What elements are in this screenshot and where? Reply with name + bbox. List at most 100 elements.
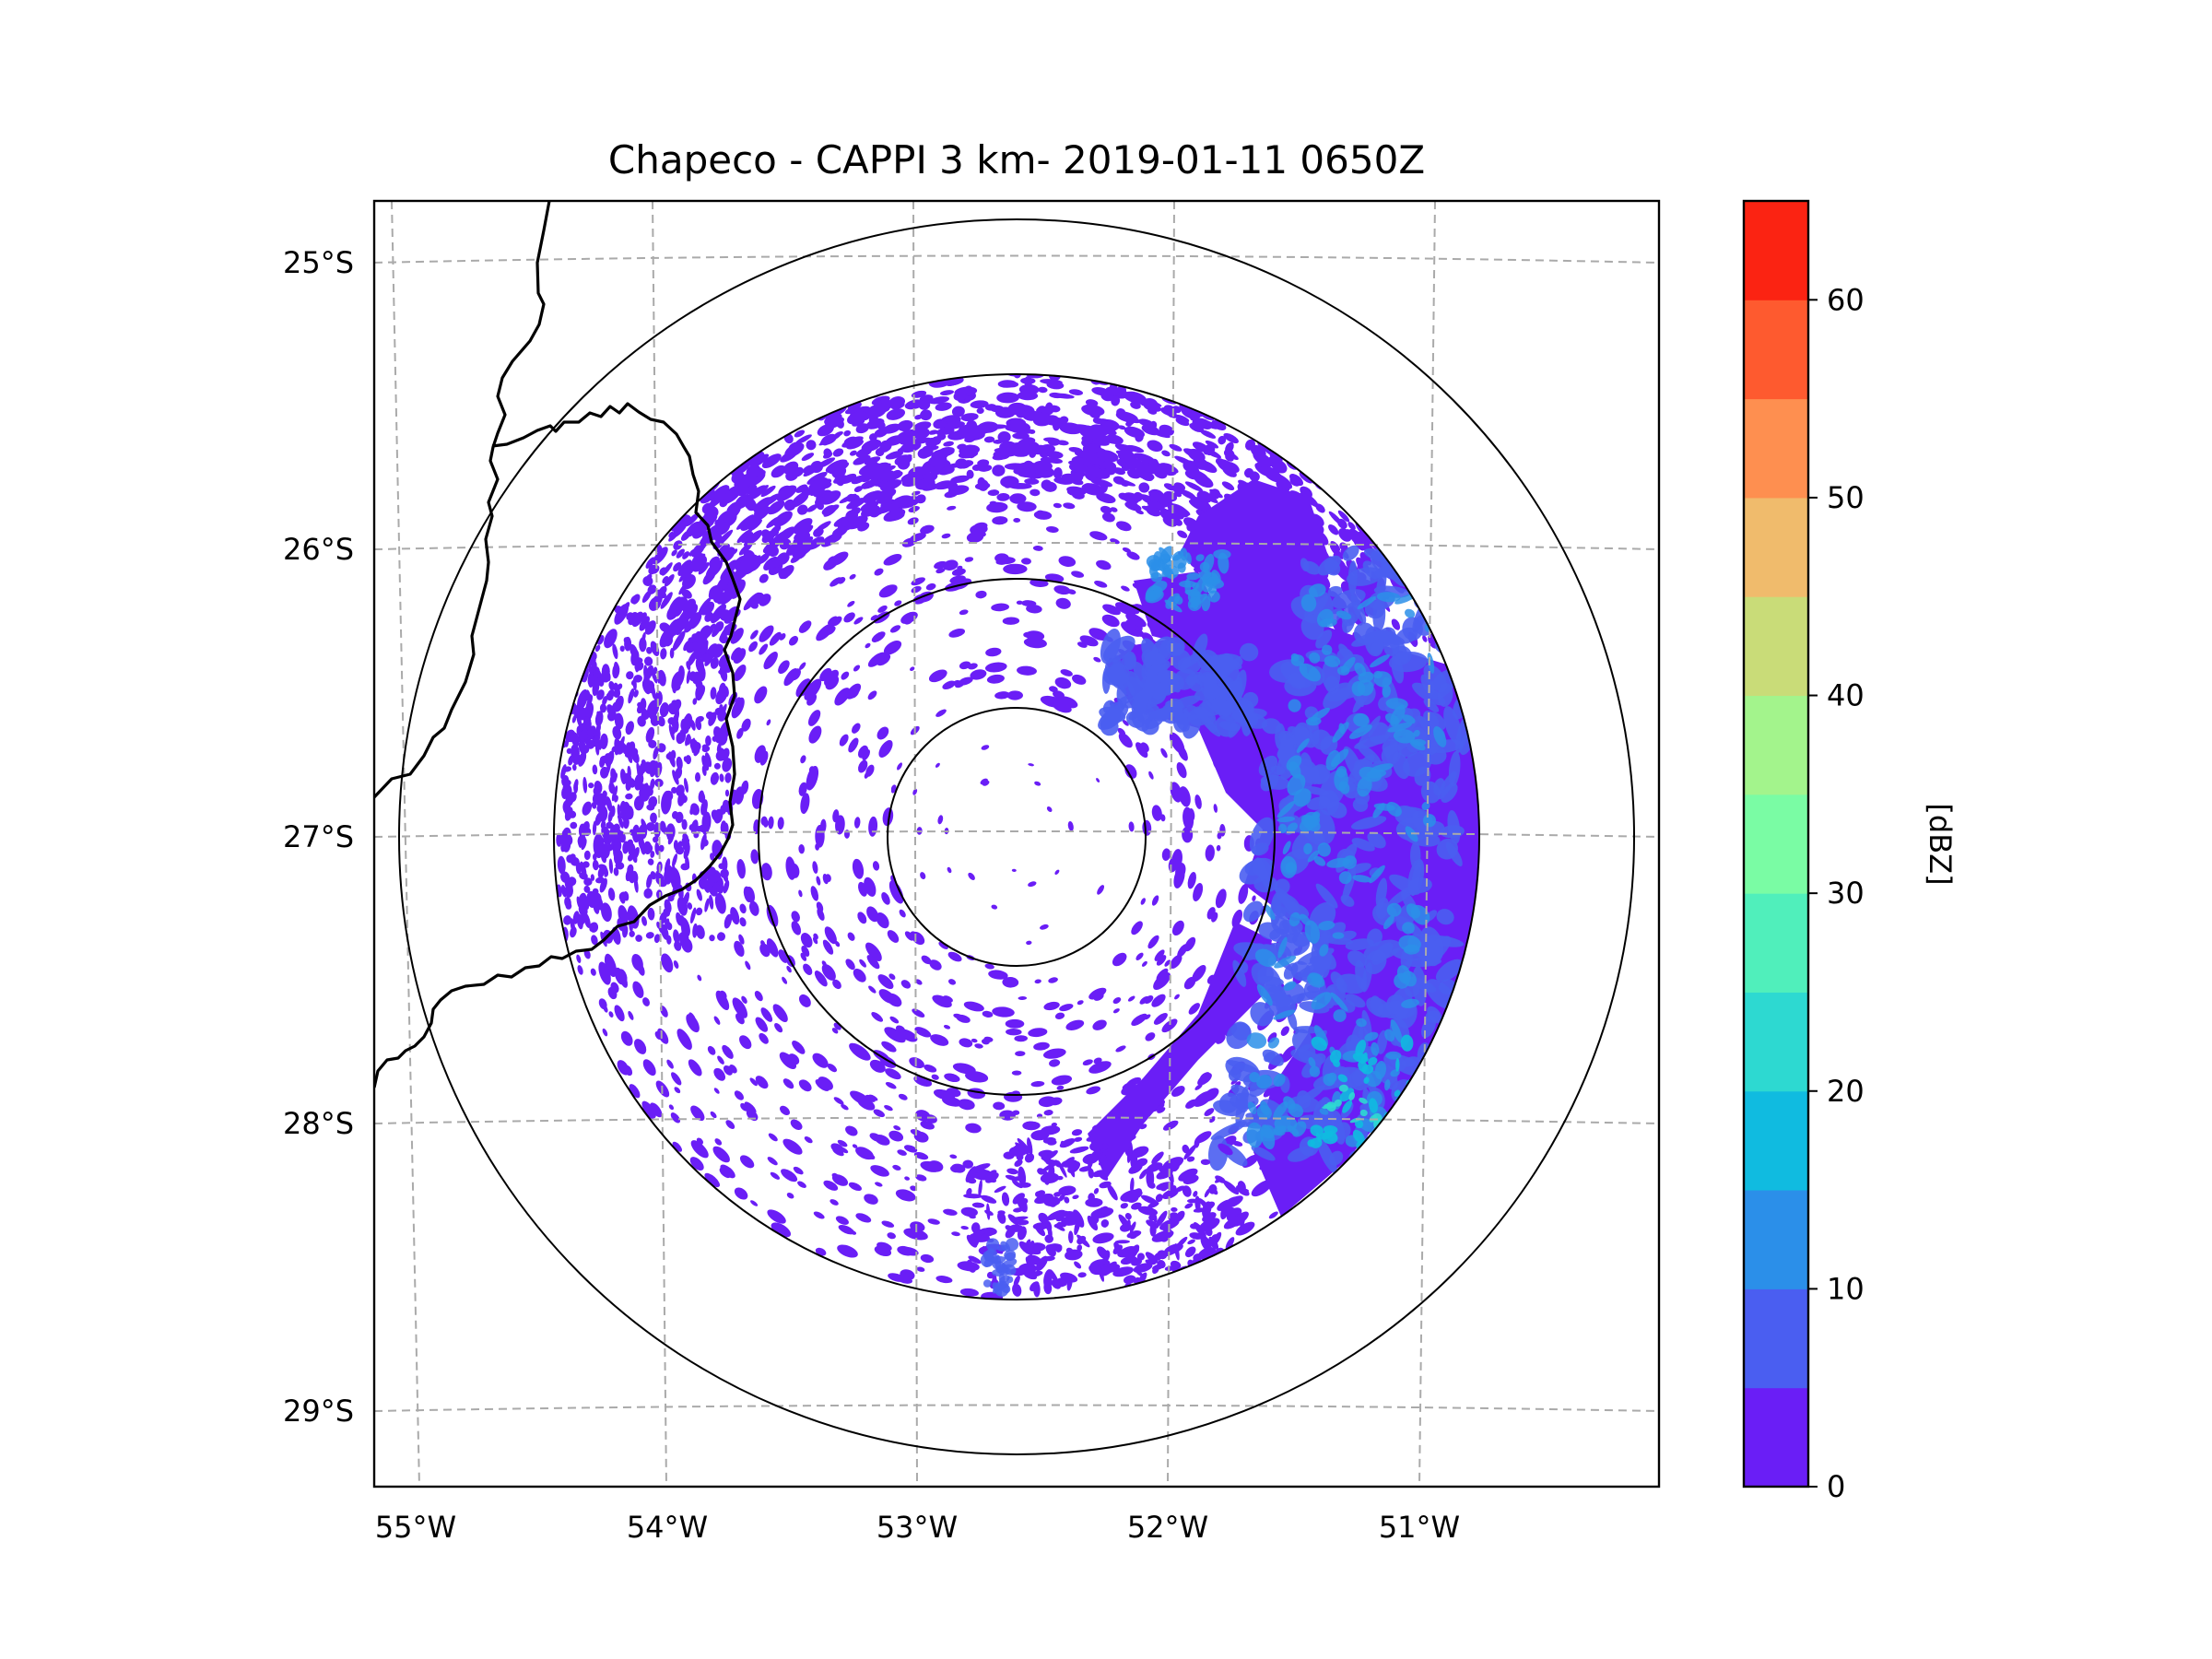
echo-blob — [889, 512, 905, 522]
echo-blob — [1094, 580, 1108, 588]
echo-blob — [1082, 1059, 1093, 1066]
echo-blob — [710, 1111, 717, 1119]
echo-blob — [1102, 604, 1121, 616]
echo-blob — [959, 1288, 979, 1297]
echo-blob — [852, 1144, 858, 1148]
echo-blob — [1145, 1032, 1156, 1041]
echo-blob — [870, 615, 878, 621]
echo-blob — [620, 1030, 633, 1046]
echo-blob — [839, 734, 849, 747]
echo-blob — [798, 844, 806, 854]
echo-blob — [913, 421, 932, 431]
echo-blob — [800, 793, 810, 815]
echo-blob — [1151, 805, 1162, 821]
echo-blob — [821, 964, 836, 981]
echo-blob — [920, 1160, 941, 1172]
echo-blob — [1017, 501, 1037, 512]
echo-blob — [947, 866, 952, 874]
echo-blob — [673, 960, 679, 969]
echo-blob — [688, 1059, 702, 1077]
echo-blob — [970, 669, 987, 680]
echo-blob — [944, 1073, 960, 1083]
colorbar-block — [1744, 596, 1808, 697]
echo-blob — [984, 963, 994, 970]
echo-blob — [853, 817, 861, 829]
echo-blob — [730, 907, 740, 925]
echo-blob — [931, 1074, 939, 1080]
echo-blob — [841, 671, 850, 680]
echo-blob — [1251, 1180, 1273, 1197]
echo-blob — [865, 642, 871, 649]
colorbar-block — [1744, 1387, 1808, 1488]
echo-blob — [760, 1007, 773, 1022]
echo-blob — [938, 941, 948, 949]
echo-blob — [810, 886, 819, 901]
echo-blob — [795, 678, 811, 698]
echo-blob — [965, 1071, 989, 1083]
colorbar-block — [1744, 893, 1808, 993]
echo-blob — [871, 631, 886, 642]
echo-blob — [984, 662, 1007, 673]
echo-blob — [1147, 935, 1159, 949]
echo-blob — [781, 1169, 798, 1182]
echo-blob — [987, 489, 1000, 497]
echo-blob — [1005, 423, 1029, 432]
echo-blob — [722, 758, 733, 772]
echo-blob — [843, 612, 855, 623]
echo-blob — [604, 629, 618, 649]
echo-blob — [739, 1035, 752, 1050]
echo-blob — [1187, 1239, 1195, 1245]
echo-blob — [959, 1038, 973, 1048]
echo-blob — [812, 936, 818, 945]
echo-blob — [982, 1227, 997, 1236]
echo-blob — [755, 1017, 769, 1032]
echo-blob — [750, 849, 759, 865]
echo-blob — [892, 1164, 901, 1171]
echo-blob — [741, 718, 751, 732]
echo-blob — [1280, 1026, 1289, 1036]
echo-blob — [830, 616, 842, 627]
echo-blob — [1173, 712, 1189, 733]
echo-blob — [1161, 1018, 1178, 1033]
echo-blob — [857, 912, 867, 924]
echo-blob — [1144, 994, 1154, 1005]
echo-blob — [849, 1042, 871, 1061]
echo-blob — [666, 1059, 674, 1069]
echo-blob — [881, 892, 890, 905]
echo-blob — [1204, 1108, 1215, 1117]
echo-blob — [1011, 1070, 1022, 1076]
echo-blob — [803, 963, 813, 975]
lon-tick-label: 54°W — [627, 1510, 708, 1545]
echo-blob — [850, 688, 860, 699]
echo-blob — [968, 872, 975, 880]
echo-blob — [816, 623, 834, 641]
echo-blob — [1049, 686, 1058, 693]
echo-blob — [1117, 727, 1126, 736]
echo-blob — [881, 1220, 895, 1228]
echo-blob — [847, 932, 855, 941]
echo-blob — [1026, 604, 1042, 614]
echo-blob — [1016, 600, 1023, 606]
echo-blob — [994, 691, 1010, 700]
echo-blob — [774, 1023, 783, 1033]
echo-blob — [1217, 832, 1222, 840]
echo-blob — [1135, 742, 1148, 759]
echo-blob — [920, 872, 926, 880]
echo-blob — [632, 981, 644, 999]
echo-blob — [1151, 895, 1159, 906]
echo-blob — [900, 611, 918, 624]
echo-blob — [714, 892, 726, 914]
echo-blob — [798, 1079, 812, 1092]
echo-blob — [1042, 1048, 1066, 1059]
echo-blob — [1194, 1084, 1203, 1090]
echo-blob — [808, 725, 822, 744]
echo-blob — [921, 955, 932, 965]
echo-blob — [712, 1146, 730, 1163]
echo-blob — [1121, 585, 1130, 592]
echo-blob — [830, 1199, 839, 1206]
echo-blob — [754, 686, 768, 704]
echo-blob — [1101, 614, 1120, 628]
echo-blob — [1187, 872, 1196, 889]
echo-blob — [738, 934, 745, 945]
echo-blob — [1112, 952, 1127, 967]
